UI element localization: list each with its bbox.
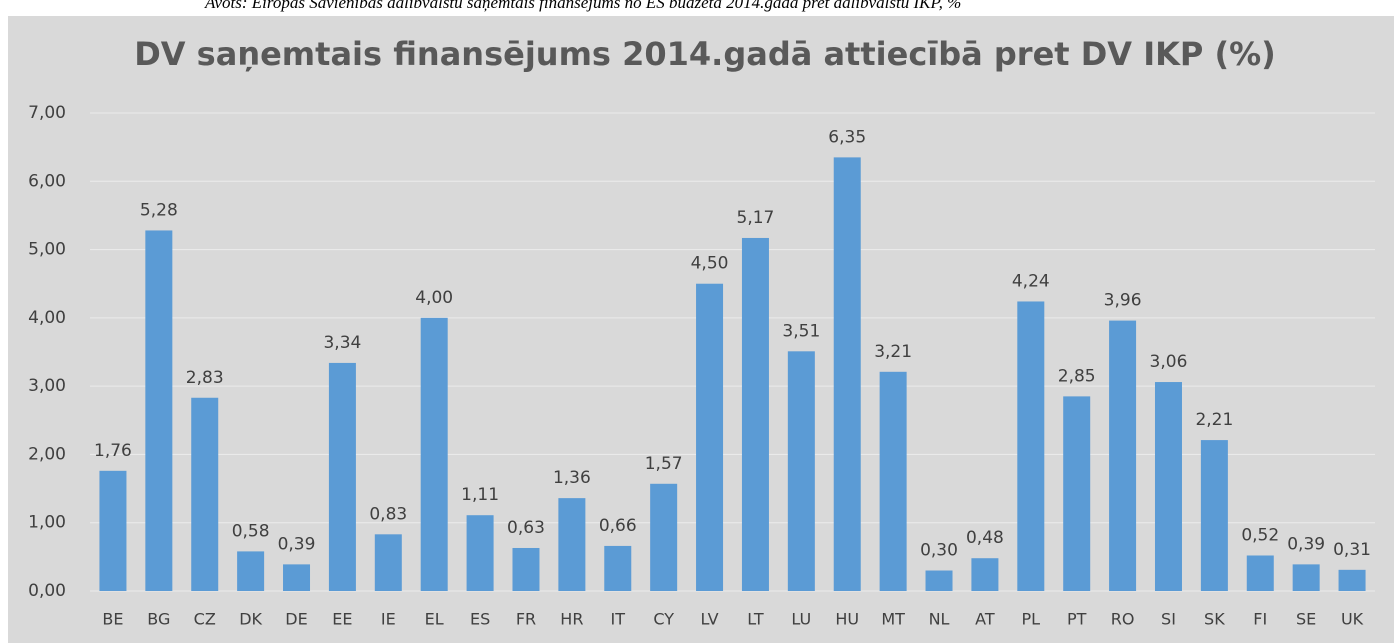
x-tick-label: PT <box>1067 610 1087 629</box>
x-tick-label: FR <box>516 610 536 629</box>
x-tick-label: AT <box>975 610 995 629</box>
bar <box>145 230 173 592</box>
bar <box>1109 320 1137 591</box>
x-tick-label: LU <box>791 610 811 629</box>
x-tick-label: IE <box>381 610 396 629</box>
bar <box>787 351 815 591</box>
bar <box>650 483 678 591</box>
bar <box>833 157 861 591</box>
value-label: 3,21 <box>874 342 912 362</box>
x-tick-label: EL <box>425 610 444 629</box>
x-tick-label: BE <box>102 610 123 629</box>
value-label: 0,39 <box>278 534 316 554</box>
value-label: 0,31 <box>1333 540 1371 560</box>
value-label: 0,58 <box>232 521 270 541</box>
bar <box>558 498 586 591</box>
value-label: 4,50 <box>691 254 729 274</box>
bar <box>1246 555 1274 591</box>
value-label: 0,48 <box>966 528 1004 548</box>
x-tick-label: PL <box>1022 610 1041 629</box>
value-label: 6,35 <box>828 127 866 147</box>
value-label: 0,52 <box>1241 525 1279 545</box>
y-tick-label: 4,00 <box>28 308 66 328</box>
bar <box>99 470 127 591</box>
y-tick-label: 1,00 <box>28 513 66 533</box>
bar <box>191 397 219 591</box>
value-label: 1,11 <box>461 485 499 505</box>
bar <box>1063 396 1091 591</box>
x-tick-label: NL <box>929 610 950 629</box>
value-label: 0,63 <box>507 518 545 538</box>
bar <box>1017 301 1045 591</box>
chart-title: DV saņemtais finansējums 2014.gadā attie… <box>134 35 1276 73</box>
x-tick-label: DE <box>285 610 307 629</box>
caption: Avots: Eiropas Savienības dalībvalstu sa… <box>204 0 961 12</box>
x-tick-label: LT <box>747 610 764 629</box>
value-label: 1,76 <box>94 441 132 461</box>
value-label: 4,24 <box>1012 271 1050 291</box>
bar <box>604 545 632 591</box>
x-tick-label: CY <box>653 610 674 629</box>
x-tick-label: BG <box>147 610 170 629</box>
bar <box>696 283 724 591</box>
y-tick-label: 0,00 <box>28 581 66 601</box>
bar <box>374 534 402 591</box>
bar <box>512 547 540 591</box>
x-tick-label: CZ <box>194 610 216 629</box>
bar <box>328 362 356 591</box>
value-label: 0,39 <box>1287 534 1325 554</box>
x-tick-label: HU <box>835 610 859 629</box>
bar <box>925 570 953 591</box>
y-tick-label: 5,00 <box>28 240 66 260</box>
bar <box>971 558 999 591</box>
y-tick-label: 6,00 <box>28 171 66 191</box>
x-tick-label: MT <box>881 610 905 629</box>
bar <box>1338 569 1366 591</box>
y-tick-label: 3,00 <box>28 376 66 396</box>
bar <box>1292 564 1320 591</box>
x-tick-label: RO <box>1111 610 1135 629</box>
x-tick-label: FI <box>1253 610 1267 629</box>
bar <box>420 317 448 591</box>
bar <box>1200 440 1228 591</box>
bar <box>741 237 769 591</box>
value-label: 2,85 <box>1058 366 1096 386</box>
x-tick-label: DK <box>239 610 262 629</box>
value-label: 5,28 <box>140 200 178 220</box>
value-label: 2,21 <box>1195 410 1233 430</box>
bar <box>237 551 265 591</box>
x-tick-label: SE <box>1296 610 1316 629</box>
x-tick-label: EE <box>332 610 352 629</box>
x-tick-label: SI <box>1161 610 1176 629</box>
value-label: 3,51 <box>782 321 820 341</box>
x-tick-label: ES <box>470 610 490 629</box>
bar <box>466 515 494 591</box>
value-label: 0,66 <box>599 516 637 536</box>
value-label: 3,06 <box>1150 352 1188 372</box>
bar <box>283 564 311 591</box>
value-label: 1,36 <box>553 468 591 488</box>
bar <box>1154 382 1182 591</box>
value-label: 2,83 <box>186 368 224 388</box>
value-label: 4,00 <box>415 288 453 308</box>
value-label: 0,30 <box>920 541 958 561</box>
y-tick-label: 7,00 <box>28 103 66 123</box>
y-tick-label: 2,00 <box>28 444 66 464</box>
x-tick-label: HR <box>560 610 583 629</box>
value-label: 5,17 <box>737 208 775 228</box>
x-tick-label: IT <box>611 610 626 629</box>
x-tick-label: SK <box>1204 610 1225 629</box>
value-label: 3,96 <box>1104 291 1142 311</box>
value-label: 1,57 <box>645 454 683 474</box>
bar <box>879 371 907 591</box>
value-label: 3,34 <box>323 333 361 353</box>
x-tick-label: LV <box>700 610 718 629</box>
value-label: 0,83 <box>369 504 407 524</box>
x-tick-label: UK <box>1341 610 1364 629</box>
